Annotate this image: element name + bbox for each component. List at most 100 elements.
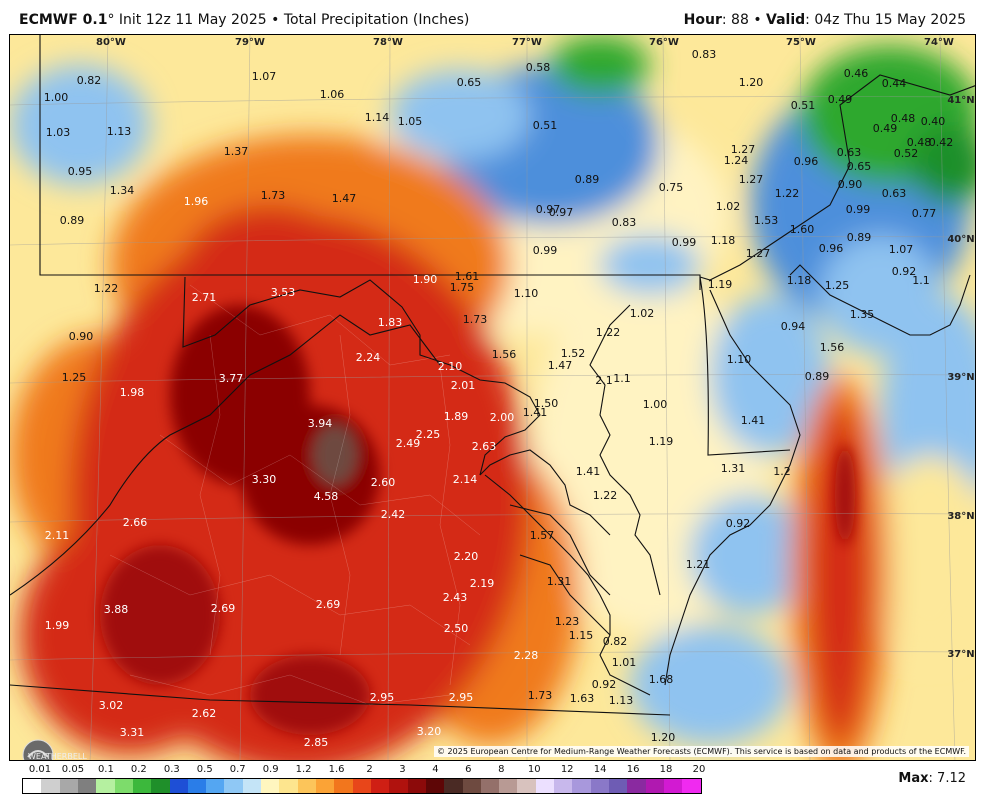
precip-value: 0.49 (828, 93, 853, 106)
precip-value: 1.22 (94, 282, 119, 295)
precip-value: 1.02 (630, 307, 655, 320)
precip-value: 1.31 (547, 575, 572, 588)
colorbar-swatch (517, 779, 536, 793)
colorbar-label: 16 (626, 764, 640, 775)
colorbar-swatch (279, 779, 298, 793)
longitude-label: 77°W (512, 37, 542, 48)
latitude-label: 41°N (947, 95, 974, 106)
precip-value: 0.65 (847, 160, 872, 173)
precip-value: 2.95 (370, 691, 395, 704)
longitude-label: 80°W (96, 37, 126, 48)
precip-value: 0.92 (726, 517, 751, 530)
colorbar-swatch (41, 779, 60, 793)
colorbar-swatch (114, 779, 133, 793)
precip-value: 1.01 (612, 656, 637, 669)
precip-value: 2.62 (192, 707, 217, 720)
precip-value: 3.77 (219, 372, 244, 385)
precip-value: 0.63 (882, 187, 907, 200)
colorbar-swatch (316, 779, 335, 793)
precip-value: 1.68 (649, 673, 674, 686)
colorbar-labels: 0.01 0.05 0.1 0.2 0.3 0.5 0.7 0.9 1.2 1.6 2 3 4 6 8 10 1… (0, 764, 984, 778)
precip-value: 1.57 (530, 529, 555, 542)
precip-value: 1.13 (107, 125, 132, 138)
colorbar-label: 0.1 (97, 764, 114, 775)
precip-value: 0.77 (912, 207, 937, 220)
hour-label: Hour (683, 12, 722, 28)
precip-value: 1.23 (555, 615, 580, 628)
precip-value: 1.75 (450, 281, 475, 294)
precip-value: 2.71 (192, 291, 217, 304)
max-value-label: Max: 7.12 (898, 771, 966, 786)
hour-value: 88 (731, 12, 749, 28)
colorbar-swatch (297, 779, 316, 793)
precip-value: 0.96 (794, 155, 819, 168)
copyright-notice: © 2025 European Centre for Medium-Range … (434, 746, 969, 757)
longitude-label: 74°W (924, 37, 954, 48)
precipitation-map[interactable]: 80°W 79°W 78°W 77°W 76°W 75°W 74°W 41°N 40°N 39°… (9, 34, 976, 761)
precip-value: 1.03 (46, 126, 71, 139)
latitude-label: 38°N (947, 511, 974, 522)
colorbar-swatch (535, 779, 555, 793)
precip-value: 0.40 (921, 115, 946, 128)
colorbar-swatch (645, 779, 664, 793)
precip-value: 0.89 (575, 173, 600, 186)
heavy-precip-field (100, 305, 855, 735)
precip-value: 0.46 (844, 67, 869, 80)
precip-value: 3.88 (104, 603, 129, 616)
colorbar-label: 18 (659, 764, 673, 775)
precip-value: 2.69 (211, 602, 236, 615)
colorbar-swatch (23, 779, 42, 793)
precip-value: 0.92 (892, 265, 917, 278)
colorbar-swatch (609, 779, 628, 793)
colorbar-swatch (444, 779, 463, 793)
separator: • (271, 12, 280, 28)
precip-value: 1.18 (711, 234, 736, 247)
colorbar-swatch (407, 779, 426, 793)
colorbar-label: 0.01 (28, 764, 52, 775)
precip-value: 1.27 (739, 173, 764, 186)
precip-value: 0.51 (791, 99, 816, 112)
precip-value: 0.48 (907, 136, 932, 149)
header: ECMWF 0.1° Init 12z 11 May 2025 • Total … (0, 0, 984, 34)
precip-value: 2.66 (123, 516, 148, 529)
precip-value: 0.75 (659, 181, 684, 194)
colorbar-label: 20 (692, 764, 706, 775)
precip-value: 1.90 (413, 273, 438, 286)
weatherbell-logo: WEATHERBELL (22, 735, 112, 760)
colorbar-label: 2 (366, 764, 373, 775)
precip-value: 0.83 (612, 216, 637, 229)
init-time: Init 12z 11 May 2025 (118, 12, 267, 28)
precip-value: 0.97 (536, 203, 561, 216)
colorbar-swatch (59, 779, 78, 793)
precip-value: 0.82 (77, 74, 102, 87)
model-name: ECMWF 0.1 (19, 12, 108, 28)
precip-value: 2.10 (438, 360, 463, 373)
precip-value: 1.41 (576, 465, 601, 478)
precip-value: 0.49 (873, 122, 898, 135)
colorbar-swatch (169, 779, 188, 793)
colorbar-label: 0.5 (196, 764, 213, 775)
precip-value: 0.82 (603, 635, 628, 648)
degree-sign: ° (107, 12, 115, 28)
precip-value: 3.20 (417, 725, 442, 738)
precip-value: 2.20 (454, 550, 479, 563)
valid-value: 04z Thu 15 May 2025 (814, 12, 966, 28)
precip-value: 1.63 (570, 692, 595, 705)
precip-value: 1.10 (514, 287, 539, 300)
precip-value: 2.95 (449, 691, 474, 704)
colorbar-swatch (77, 779, 97, 793)
precip-value: 2.11 (45, 529, 70, 542)
precip-value: 1.27 (746, 247, 771, 260)
colorbar-swatch (261, 779, 280, 793)
precip-value: 1.1 (912, 274, 930, 287)
colorbar-swatch (499, 779, 518, 793)
precip-value: 1.22 (775, 187, 800, 200)
precip-value: 1.22 (593, 489, 618, 502)
precip-value: 0.99 (533, 244, 558, 257)
precip-value: 1.41 (741, 414, 766, 427)
precip-value: 2.14 (453, 473, 478, 486)
precip-value: 1.50 (534, 397, 559, 410)
colorbar-label: 12 (560, 764, 574, 775)
precip-value: 0.89 (805, 370, 830, 383)
precip-value: 3.31 (120, 726, 145, 739)
